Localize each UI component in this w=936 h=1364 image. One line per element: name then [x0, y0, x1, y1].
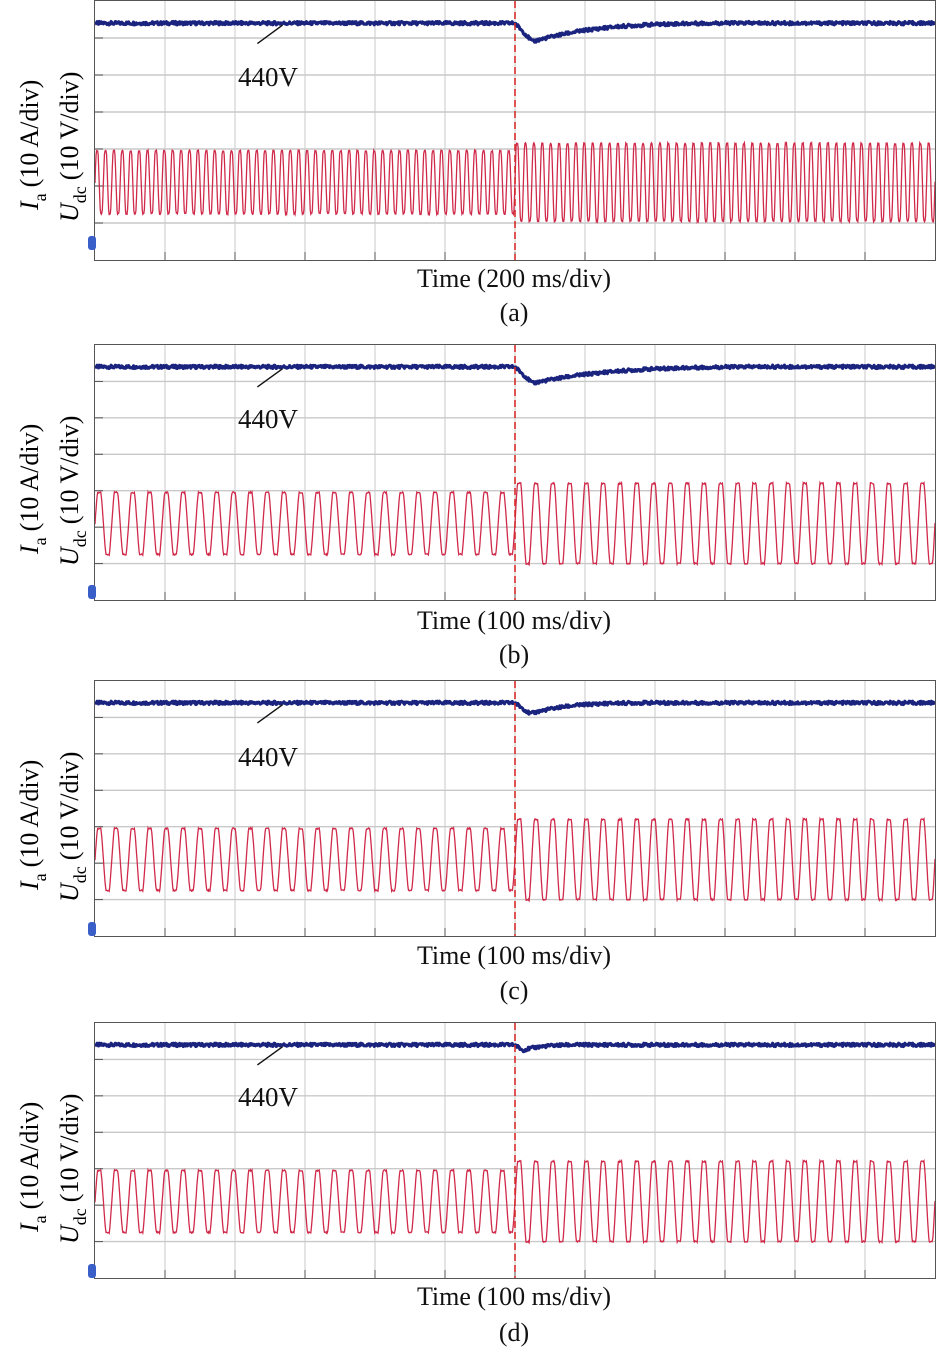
y-axis-label: Ia (10 A/div) Udc (10 V/div)	[0, 1022, 92, 1277]
udc-unit: (10 V/div)	[55, 1094, 84, 1203]
udc-symbol: U	[55, 545, 84, 566]
annotation-leader-line	[256, 704, 284, 724]
panel-a: Ia (10 A/div) Udc (10 V/div) 440V Time (20…	[0, 0, 936, 336]
udc-symbol: U	[55, 1223, 84, 1244]
x-axis-label: Time (200 ms/div)	[416, 264, 612, 293]
channel-marker-icon	[88, 922, 96, 936]
panel-label: (a)	[499, 298, 529, 327]
panel-label: (c)	[499, 976, 529, 1005]
ia-subscript: a	[30, 1215, 50, 1223]
udc-symbol: U	[55, 881, 84, 902]
annotation-leader-line	[256, 24, 284, 45]
y-axis-label: Ia (10 A/div) Udc (10 V/div)	[0, 680, 92, 935]
ia-symbol: I	[15, 200, 44, 211]
ia-symbol: I	[15, 1222, 44, 1233]
udc-subscript: dc	[70, 530, 90, 547]
svg-text:Udc(10 V/div): Udc (10 V/div)	[55, 1094, 90, 1244]
udc-unit: (10 V/div)	[55, 416, 84, 525]
ia-unit: (10 A/div)	[15, 424, 44, 532]
y-axis-label: Ia (10 A/div) Udc (10 V/div)	[0, 344, 92, 599]
x-axis-label: Time (100 ms/div)	[416, 1282, 612, 1311]
ia-subscript: a	[30, 537, 50, 545]
panel-label: (d)	[498, 1318, 530, 1347]
ia-symbol: I	[15, 880, 44, 891]
svg-text:Ia(10 A/div): Ia (10 A/div)	[15, 80, 50, 211]
waveform-plot	[95, 681, 935, 936]
svg-text:Udc(10 V/div): Udc (10 V/div)	[55, 416, 90, 566]
panel-d: Ia (10 A/div) Udc (10 V/div) 440V Time (10…	[0, 1014, 936, 1364]
svg-text:Udc(10 V/div): Udc (10 V/div)	[55, 72, 90, 222]
panel-b: Ia (10 A/div) Udc (10 V/div) 440V Time (10…	[0, 336, 936, 674]
waveform-plot	[95, 345, 935, 600]
waveform-plot	[95, 1, 935, 260]
scope-screen	[94, 1022, 936, 1279]
ia-subscript: a	[30, 193, 50, 201]
svg-text:Ia(10 A/div): Ia (10 A/div)	[15, 760, 50, 891]
x-axis-label: Time (100 ms/div)	[416, 941, 612, 970]
scope-screen	[94, 680, 936, 937]
udc-subscript: dc	[70, 186, 90, 203]
x-axis-label: Time (100 ms/div)	[416, 606, 612, 635]
udc-symbol: U	[55, 201, 84, 222]
channel-marker-icon	[88, 236, 96, 250]
udc-subscript: dc	[70, 1208, 90, 1225]
y-axis-label: Ia (10 A/div) Udc (10 V/div)	[0, 0, 92, 259]
scope-screen	[94, 0, 936, 261]
scope-screen	[94, 344, 936, 601]
udc-unit: (10 V/div)	[55, 752, 84, 861]
panel-c: Ia (10 A/div) Udc (10 V/div) 440V Time (10…	[0, 674, 936, 1014]
udc-subscript: dc	[70, 866, 90, 883]
voltage-annotation: 440V	[238, 742, 298, 772]
annotation-leader-line	[256, 1046, 284, 1066]
voltage-annotation: 440V	[238, 1082, 298, 1112]
channel-marker-icon	[88, 1264, 96, 1278]
svg-text:Ia(10 A/div): Ia (10 A/div)	[15, 424, 50, 555]
ia-unit: (10 A/div)	[15, 760, 44, 868]
ia-unit: (10 A/div)	[15, 1102, 44, 1210]
voltage-annotation: 440V	[238, 404, 298, 434]
ia-symbol: I	[15, 544, 44, 555]
channel-marker-icon	[88, 585, 96, 599]
voltage-annotation: 440V	[238, 62, 298, 92]
svg-text:Udc(10 V/div): Udc (10 V/div)	[55, 752, 90, 902]
panel-label: (b)	[498, 640, 530, 669]
ia-unit: (10 A/div)	[15, 80, 44, 188]
waveform-plot	[95, 1023, 935, 1278]
annotation-leader-line	[256, 368, 284, 388]
ia-subscript: a	[30, 873, 50, 881]
udc-unit: (10 V/div)	[55, 72, 84, 181]
svg-text:Ia(10 A/div): Ia (10 A/div)	[15, 1102, 50, 1233]
